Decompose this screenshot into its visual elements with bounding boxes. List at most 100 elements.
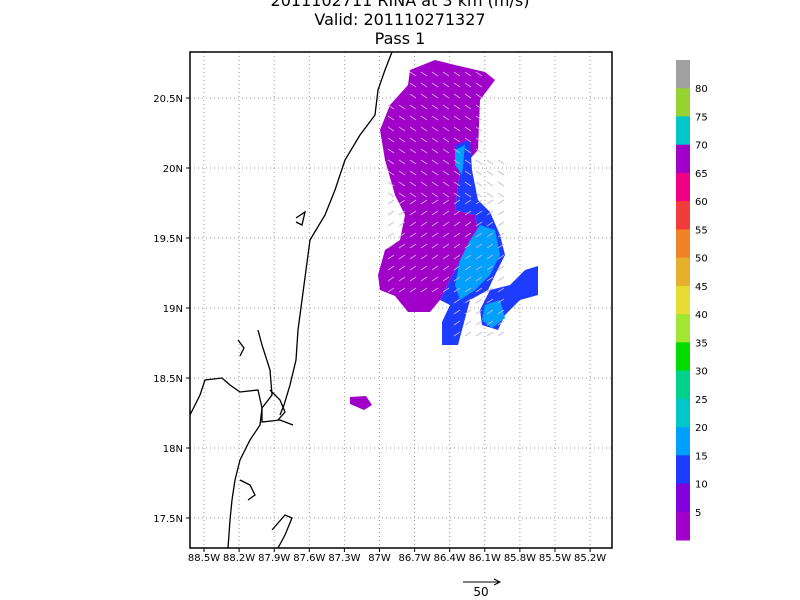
wind-arrow [442,137,450,143]
wind-arrow [420,199,428,205]
wind-vectors [387,71,505,337]
wind-arrow [431,93,439,99]
wind-arrow [475,331,483,337]
lat-label: 17.5N [153,514,183,525]
wind-arrow [453,159,461,165]
wind-arrow [475,276,483,282]
wind-arrow [464,276,472,282]
colorbar-segment [676,172,690,202]
wind-arrow [486,170,494,176]
colorbar-label: 75 [695,112,708,123]
wind-arrow [453,287,461,293]
wind-arrow [398,181,406,187]
wind-arrow [387,243,395,249]
wind-arrow [453,126,461,132]
wind-arrow [398,243,406,249]
wind-arrow [464,199,472,205]
colorbar-segment [676,427,690,456]
wind-arrow [409,148,417,154]
colorbar-label: 20 [695,423,708,434]
wind-arrow [420,287,428,293]
wind-arrow [464,298,472,304]
colorbar-segment [676,483,690,513]
wind-arrow [409,254,417,260]
colorbar-label: 70 [695,141,708,152]
wind-arrow [497,298,505,304]
wind-arrow [420,104,428,110]
wind-arrow [431,276,439,282]
wind-arrow [464,82,472,88]
wind-arrow [420,254,428,260]
wind-arrow [464,115,472,121]
blue-region [440,140,505,345]
lon-label: 86.1W [469,553,501,564]
wind-arrow [464,221,472,227]
wind-arrow [431,115,439,121]
wind-arrow [453,192,461,198]
wind-arrow [497,199,505,205]
wind-arrow [420,210,428,216]
colorbar-label: 15 [695,451,708,462]
wind-arrow [398,148,406,154]
wind-arrow [420,115,428,121]
wind-arrow [497,159,505,165]
lat-label: 20.5N [153,94,183,105]
wind-arrow [409,71,417,77]
wind-arrow [497,265,505,271]
wind-arrow [387,159,395,165]
wind-arrow [442,287,450,293]
wind-arrow [387,148,395,154]
wind-arrow [486,159,494,165]
cyan-region [455,225,500,300]
lon-label: 87.3W [328,553,360,564]
wind-arrow [431,232,439,238]
wind-arrow [453,331,461,337]
colorbar-segment [676,398,690,428]
colorbar-label: 10 [695,480,708,491]
wind-arrow [497,243,505,249]
wind-arrow [387,199,395,205]
wind-arrow [453,210,461,216]
wind-arrow [453,104,461,110]
wind-arrow [442,104,450,110]
coastline [295,210,307,226]
colorbar-label: 65 [695,169,708,180]
colorbar-label: 35 [695,338,708,349]
wind-arrow [398,287,406,293]
wind-arrow [486,265,494,271]
wind-arrow [486,232,494,238]
wind-arrow [431,243,439,249]
wind-arrow [497,232,505,238]
wind-arrow [442,181,450,187]
wind-arrow [431,148,439,154]
wind-arrow [398,221,406,227]
wind-arrow [420,276,428,282]
vector-scale-head [493,578,502,586]
valid-time: Valid: 201110271327 [314,10,485,29]
lon-label: 86.7W [399,553,431,564]
wind-arrow [409,159,417,165]
colorbar-segment [676,285,690,315]
colorbar-segment [676,201,690,230]
wind-arrow [464,320,472,326]
lat-label: 20N [163,164,183,175]
wind-arrow [475,104,483,110]
wind-arrow [398,265,406,271]
wind-arrow [486,287,494,293]
wind-arrow [409,243,417,249]
wind-arrow [431,71,439,77]
lat-label: 18N [163,444,183,455]
colorbar: 80 75 70 65 60 55 50 45 40 35 30 25 20 15 10 5 [676,60,708,541]
wind-arrow [420,159,428,165]
wind-arrow [497,320,505,326]
wind-arrow [475,265,483,271]
wind-arrow [387,192,395,198]
wind-arrow [464,170,472,176]
wind-arrow [453,115,461,121]
wind-arrow [431,287,439,293]
wind-arrow [431,159,439,165]
colorbar-label: 55 [695,225,708,236]
wind-arrow [475,243,483,249]
wind-arrow [420,170,428,176]
wind-arrow [442,170,450,176]
